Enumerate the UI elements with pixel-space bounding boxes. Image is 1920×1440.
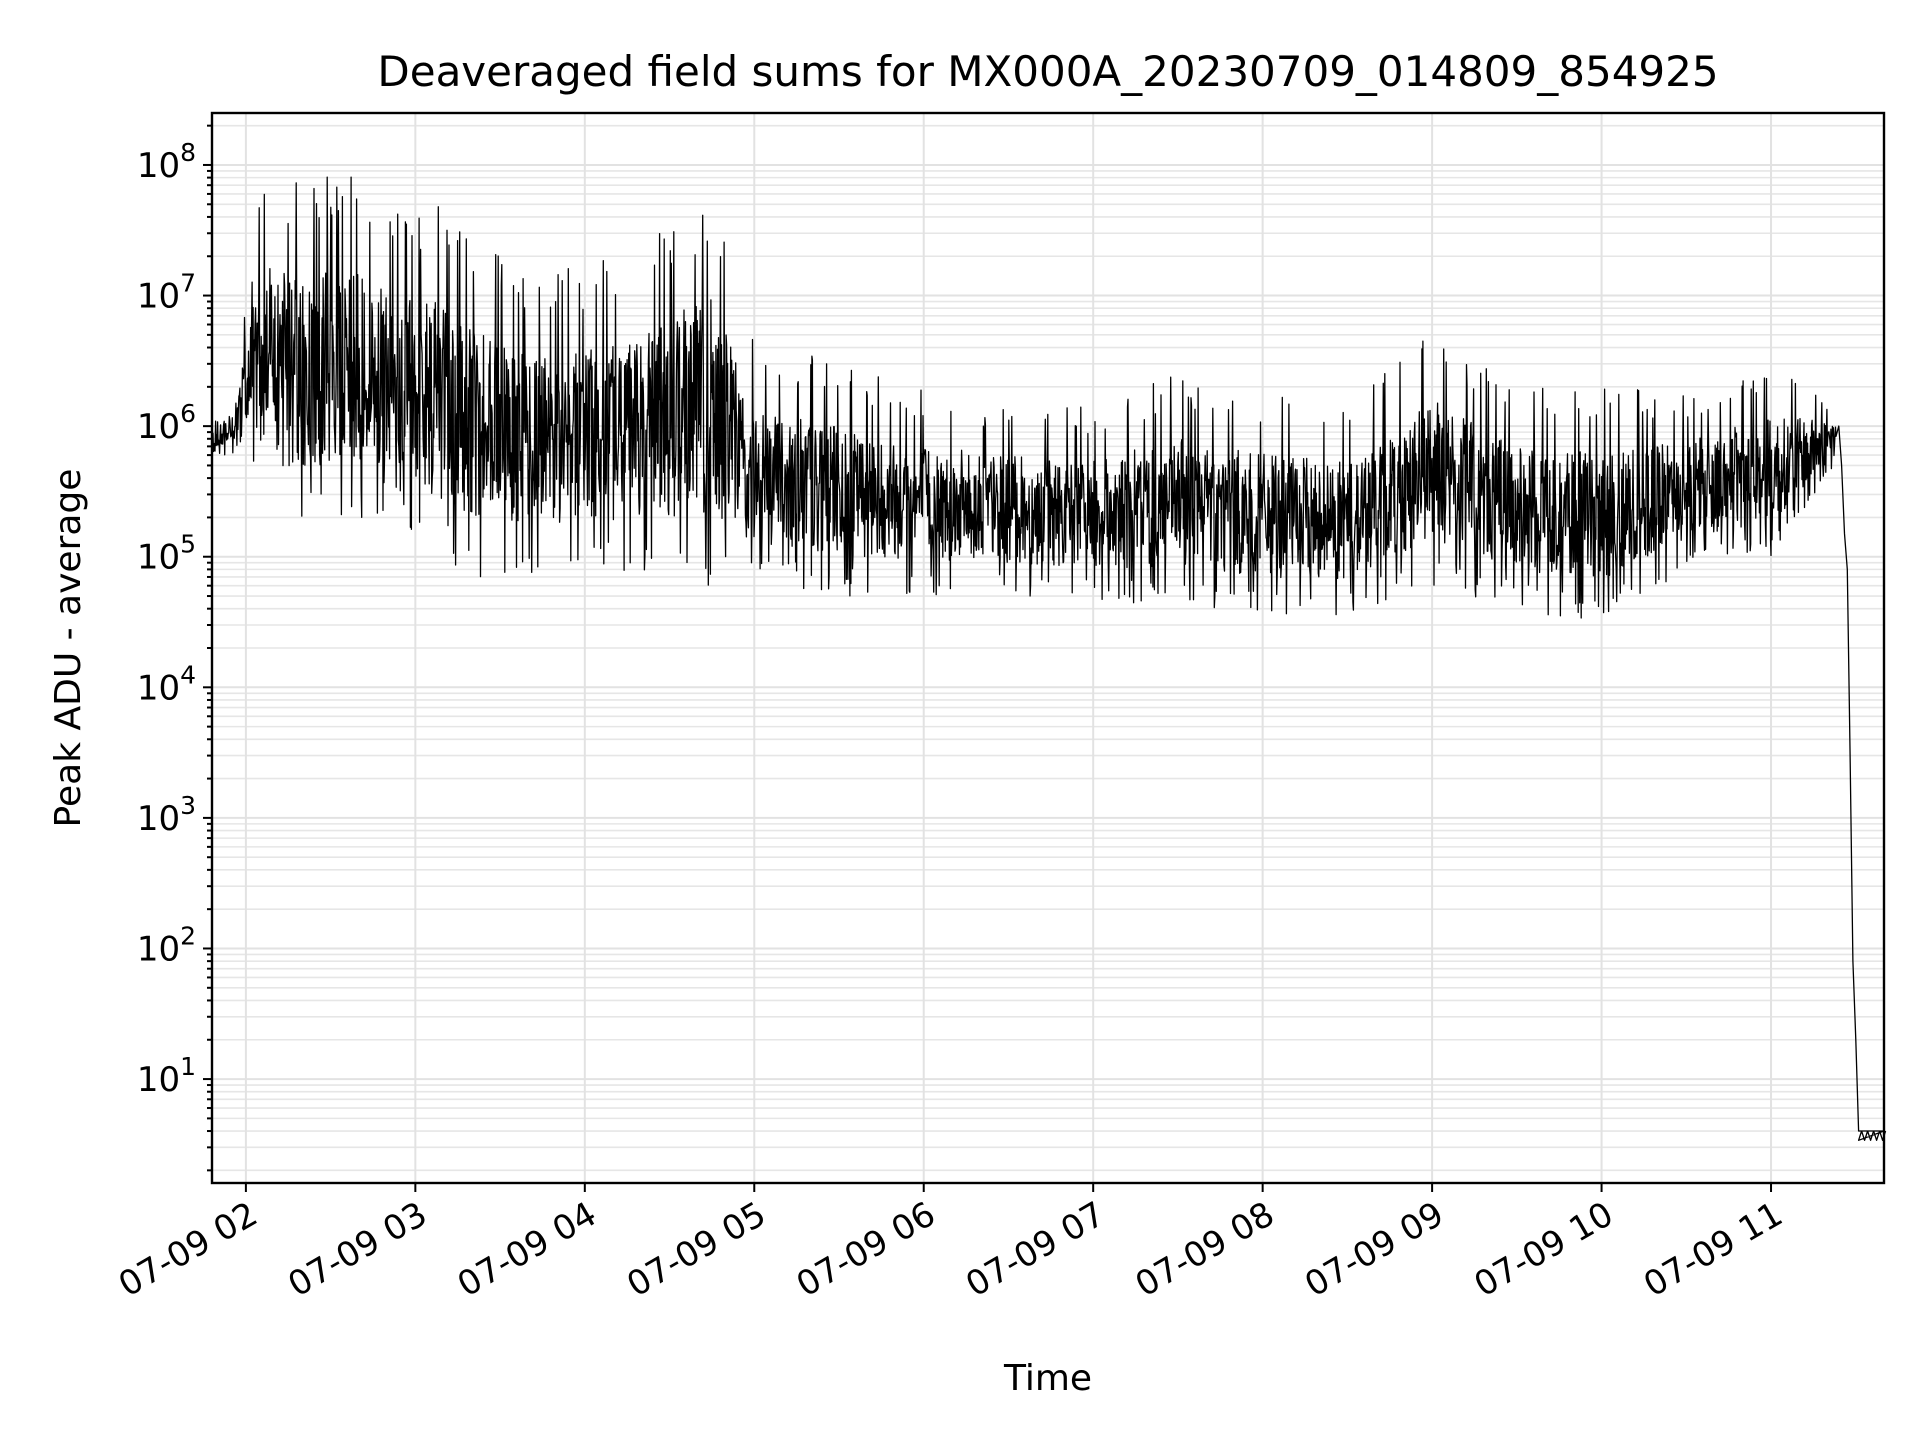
series-area: [211, 176, 1887, 1141]
y-tick-label: 104: [137, 660, 196, 708]
y-axis-label: Peak ADU - average: [48, 469, 89, 828]
y-tick-label: 107: [137, 269, 196, 317]
y-tick-label: 102: [137, 921, 196, 969]
y-tick-label: 108: [137, 138, 196, 186]
y-tick-label: 101: [137, 1052, 196, 1100]
series-line: [211, 176, 1887, 1141]
y-tick-label: 103: [137, 791, 196, 839]
x-axis-label: Time: [1003, 1358, 1092, 1399]
grid: [212, 113, 1884, 1183]
y-tick-label: 106: [137, 399, 196, 447]
y-tick-label: 105: [137, 530, 196, 578]
y-axis: 101 102 103 104 105 106 107 108: [137, 124, 212, 1172]
chart-title: Deaveraged field sums for MX000A_2023070…: [377, 47, 1718, 96]
